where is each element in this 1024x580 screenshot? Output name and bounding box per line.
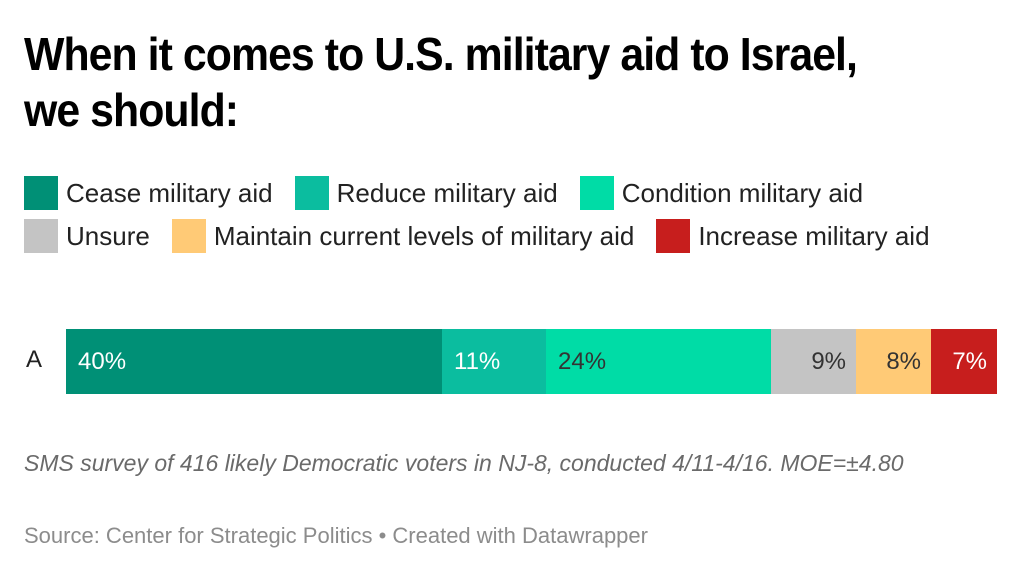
data-label: 24%	[558, 348, 607, 375]
stacked-bar: 40% 11% 24% 9% 8% 7%	[66, 329, 997, 394]
legend-label: Unsure	[66, 221, 150, 251]
bar-segment: 24%	[546, 329, 771, 394]
legend-item: Cease military aid	[24, 172, 273, 215]
data-label: 8%	[886, 348, 921, 375]
legend-swatch	[656, 219, 691, 253]
legend-swatch	[294, 176, 329, 210]
legend: Cease military aid Reduce military aid Con…	[24, 172, 1009, 258]
data-label: 11%	[454, 348, 501, 375]
legend-swatch	[579, 176, 614, 210]
legend-label: Condition military aid	[621, 178, 864, 208]
legend-label: Increase military aid	[698, 221, 930, 251]
bar-segment: 9%	[771, 329, 856, 394]
legend-item: Unsure	[24, 215, 150, 258]
chart-title: When it comes to U.S. military aid to Is…	[24, 28, 858, 136]
chart-notes: SMS survey of 416 likely Democratic vote…	[24, 450, 904, 476]
chart-source: Source: Center for Strategic Politics • …	[24, 523, 648, 548]
legend-label: Reduce military aid	[336, 178, 558, 208]
legend-item: Increase military aid	[656, 215, 930, 258]
bar-segment: 11%	[442, 329, 546, 394]
legend-swatch	[24, 176, 58, 210]
data-label: 9%	[811, 348, 846, 375]
bar-segment: 7%	[931, 329, 997, 394]
legend-label: Maintain current levels of military aid	[213, 221, 635, 251]
data-label: 40%	[78, 348, 127, 375]
data-label: 7%	[952, 348, 987, 375]
legend-item: Reduce military aid	[294, 172, 558, 215]
bar-segment: 40%	[66, 329, 442, 394]
legend-swatch	[171, 219, 206, 253]
legend-swatch	[24, 219, 58, 253]
legend-item: Condition military aid	[579, 172, 864, 215]
legend-label: Cease military aid	[66, 178, 273, 208]
category-label: A	[26, 346, 43, 373]
legend-item: Maintain current levels of military aid	[171, 215, 635, 258]
bar-segment: 8%	[856, 329, 931, 394]
